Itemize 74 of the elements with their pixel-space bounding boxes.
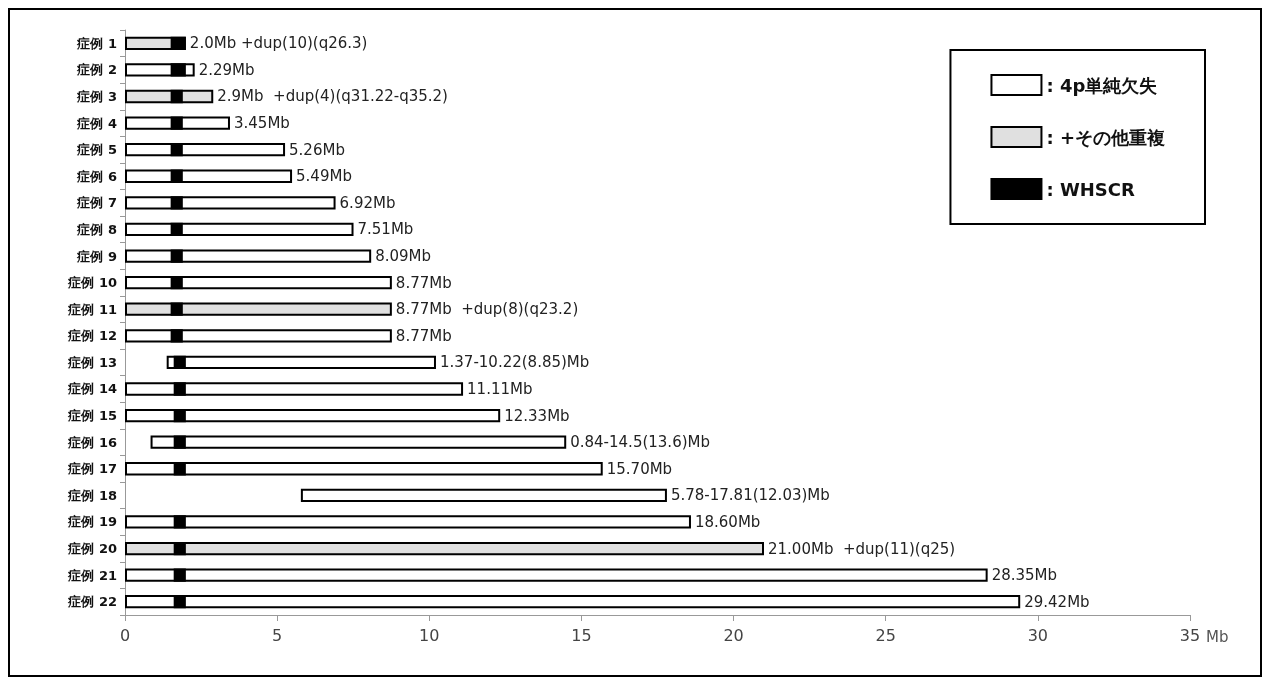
bar bbox=[125, 462, 603, 476]
data-label: 7.51Mb bbox=[357, 220, 414, 239]
y-tick-label: 症例 11 bbox=[67, 301, 117, 317]
data-label: 2.29Mb bbox=[198, 60, 255, 79]
x-tick-label: 10 bbox=[419, 625, 440, 645]
x-tick-label: 25 bbox=[875, 625, 896, 645]
x-tick-label: 30 bbox=[1027, 625, 1049, 645]
x-tick-label: 35 bbox=[1179, 625, 1201, 645]
data-label: 18.60Mb bbox=[694, 512, 761, 531]
bar bbox=[125, 275, 392, 290]
data-label: 8.77Mb bbox=[395, 273, 452, 292]
y-tick-label: 症例 22 bbox=[67, 594, 117, 610]
data-label: 29.42Mb bbox=[1024, 592, 1090, 611]
y-tick-label: 症例 12 bbox=[67, 328, 117, 344]
data-label: 8.09Mb bbox=[375, 247, 432, 266]
y-tick-label: 症例 2 bbox=[76, 62, 117, 78]
bar bbox=[125, 568, 988, 582]
y-tick-label: 症例 9 bbox=[76, 248, 117, 264]
bar bbox=[150, 435, 567, 449]
data-label: 11.11Mb bbox=[467, 379, 533, 398]
y-tick-label: 症例 6 bbox=[76, 168, 117, 184]
bar bbox=[125, 249, 372, 263]
data-label: 1.37-10.22(8.85)Mb bbox=[439, 353, 590, 372]
bar bbox=[125, 196, 336, 210]
data-label: 15.70Mb bbox=[606, 459, 673, 478]
bar bbox=[125, 329, 392, 343]
bar bbox=[125, 169, 293, 183]
legend-label: : +その他重複 bbox=[1046, 126, 1165, 148]
bar bbox=[125, 222, 354, 237]
y-tick-label: 症例 1 bbox=[76, 35, 117, 51]
x-tick-label: 15 bbox=[571, 625, 592, 645]
data-label: 2.0Mb +dup(10)(q26.3) bbox=[189, 34, 368, 53]
data-label: 5.26Mb bbox=[289, 140, 345, 159]
data-label: 12.33Mb bbox=[504, 406, 570, 425]
x-tick-label: 5 bbox=[272, 625, 283, 645]
bar bbox=[125, 541, 764, 556]
data-label: 8.77Mb bbox=[395, 326, 452, 345]
y-tick-label: 症例 21 bbox=[67, 567, 117, 583]
bar bbox=[125, 515, 691, 529]
x-tick-label: 20 bbox=[723, 625, 744, 645]
y-tick-label: 症例 8 bbox=[76, 221, 117, 237]
data-label: 6.92Mb bbox=[339, 193, 396, 212]
legend-label: : WHSCR bbox=[1046, 178, 1136, 200]
y-tick-label: 症例 16 bbox=[67, 434, 117, 450]
y-tick-label: 症例 19 bbox=[67, 514, 117, 530]
bar bbox=[125, 382, 464, 396]
bar bbox=[300, 488, 667, 502]
y-tick-label: 症例 15 bbox=[67, 408, 117, 424]
y-tick-label: 症例 17 bbox=[67, 461, 117, 477]
y-tick-label: 症例 10 bbox=[67, 275, 117, 291]
data-label: 0.84-14.5(13.6)Mb bbox=[570, 433, 710, 452]
bar bbox=[125, 302, 392, 316]
bar bbox=[125, 408, 501, 423]
bar bbox=[125, 143, 286, 157]
data-label: 5.78-17.81(12.03)Mb bbox=[670, 486, 830, 505]
y-tick-label: 症例 5 bbox=[76, 142, 117, 158]
y-tick-label: 症例 4 bbox=[76, 115, 117, 131]
y-tick-label: 症例 3 bbox=[76, 88, 117, 104]
data-label: 28.35Mb bbox=[991, 566, 1058, 585]
y-tick-label: 症例 20 bbox=[67, 541, 117, 557]
data-label: 8.77Mb +dup(8)(q23.2) bbox=[395, 300, 579, 319]
x-axis-title: Mb bbox=[1206, 627, 1229, 646]
y-tick-label: 症例 14 bbox=[67, 381, 117, 397]
data-label: 2.9Mb +dup(4)(q31.22-q35.2) bbox=[217, 87, 448, 106]
y-tick-label: 症例 18 bbox=[67, 487, 117, 503]
legend-label: : 4p単純欠失 bbox=[1046, 74, 1158, 96]
data-label: 5.49Mb bbox=[296, 167, 352, 186]
y-tick-label: 症例 13 bbox=[67, 354, 117, 370]
data-label: 3.45Mb bbox=[233, 114, 290, 133]
y-tick-label: 症例 7 bbox=[76, 195, 117, 211]
bar bbox=[166, 355, 436, 370]
bar bbox=[125, 595, 1021, 609]
data-label: 21.00Mb +dup(11)(q25) bbox=[768, 539, 956, 558]
x-tick-label: 0 bbox=[119, 625, 131, 645]
